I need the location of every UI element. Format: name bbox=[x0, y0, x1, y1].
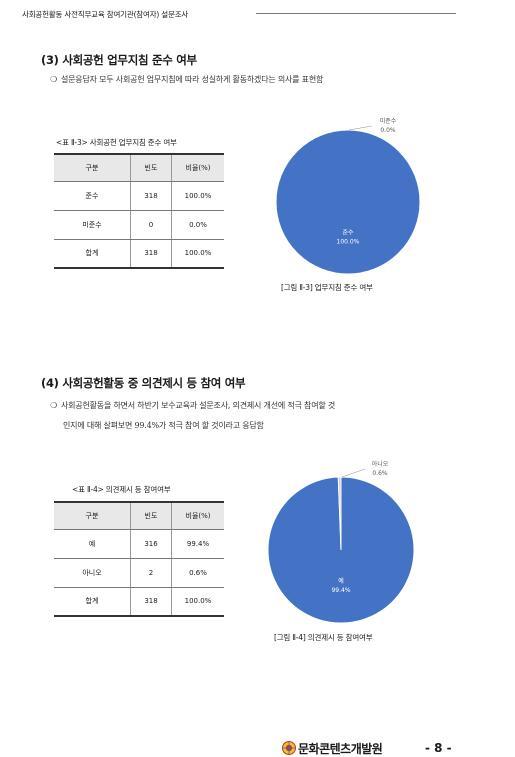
column-header: 빈도 bbox=[130, 501, 172, 530]
table-4-caption: <표 Ⅱ-4> 의견제시 등 참여여부 bbox=[72, 485, 171, 494]
table-row: 미준수 0 0.0% bbox=[54, 210, 224, 240]
data-label: 준수 bbox=[342, 229, 354, 236]
section-3-paragraph: ❍ 설문응답자 모두 사회공헌 업무지침에 따라 성실하게 활동하겠다는 의사를 … bbox=[50, 70, 490, 90]
emblem-icon bbox=[282, 741, 296, 755]
column-header: 비율(%) bbox=[171, 501, 224, 530]
pie-slice bbox=[337, 476, 342, 551]
column-header: 빈도 bbox=[130, 153, 172, 182]
figure-3-caption: [그림 Ⅱ-3] 업무지침 준수 여부 bbox=[281, 283, 373, 292]
table-3-caption: <표 Ⅱ-3> 사회공헌 업무지침 준수 여부 bbox=[56, 138, 177, 147]
table-4: 구분 빈도 비율(%) 예 316 99.4% 아니오 2 0.6% 합계 31… bbox=[54, 501, 224, 617]
data-label: 0.0% bbox=[380, 127, 396, 134]
data-label: 100.0% bbox=[337, 238, 360, 245]
section-4-title: (4) 사회공헌활동 중 의견제시 등 참여 여부 bbox=[41, 376, 246, 390]
section-3-title: (3) 사회공헌 업무지침 준수 여부 bbox=[41, 53, 197, 67]
paragraph-line: ❍ 사회공헌활동을 하면서 하반기 보수교육과 설문조사, 의견제시 개선에 적극… bbox=[50, 401, 336, 410]
pie-chart-participation: 예 99.4% 아니오 0.6% bbox=[267, 460, 415, 624]
table-row: 아니오 2 0.6% bbox=[54, 558, 224, 588]
leader-line bbox=[348, 125, 373, 131]
pie-chart-compliance: 준수 100.0% 미준수 0.0% bbox=[275, 117, 421, 275]
table-row: 합계 318 100.0% bbox=[54, 239, 224, 269]
leader-line bbox=[341, 468, 366, 478]
paragraph-line: 인지에 대해 살펴보면 99.4%가 적극 참여 할 것이라고 응답함 bbox=[63, 421, 264, 430]
bullet-icon: ❍ bbox=[50, 401, 57, 410]
pie-slice bbox=[275, 129, 421, 275]
data-label: 예 bbox=[338, 577, 344, 585]
header-divider bbox=[256, 13, 456, 14]
table-row: 준수 318 100.0% bbox=[54, 181, 224, 211]
bullet-icon: ❍ bbox=[50, 75, 57, 84]
running-header: 사회공헌활동 사전직무교육 참여기관(참여자) 설문조사 bbox=[22, 10, 189, 19]
footer-brand: 문화콘텐츠개발원 bbox=[282, 740, 383, 757]
data-label: 99.4% bbox=[331, 587, 350, 594]
org-name: 문화콘텐츠개발원 bbox=[298, 742, 383, 756]
page-number: - 8 - bbox=[425, 741, 452, 755]
data-label: 0.6% bbox=[372, 470, 388, 477]
table-row: 합계 318 100.0% bbox=[54, 587, 224, 617]
figure-4-caption: [그림 Ⅱ-4] 의견제시 등 참여여부 bbox=[274, 633, 373, 642]
paragraph-line: ❍ 설문응답자 모두 사회공헌 업무지침에 따라 성실하게 활동하겠다는 의사를 … bbox=[50, 75, 324, 84]
table-row: 예 316 99.4% bbox=[54, 529, 224, 559]
column-header: 비율(%) bbox=[171, 153, 224, 182]
data-label: 미준수 bbox=[380, 117, 397, 125]
data-label: 아니오 bbox=[372, 460, 389, 468]
section-4-paragraph: ❍ 사회공헌활동을 하면서 하반기 보수교육과 설문조사, 의견제시 개선에 적극… bbox=[50, 396, 490, 436]
table-3: 구분 빈도 비율(%) 준수 318 100.0% 미준수 0 0.0% 합계 … bbox=[54, 153, 224, 269]
column-header: 구분 bbox=[54, 501, 131, 530]
column-header: 구분 bbox=[54, 153, 131, 182]
